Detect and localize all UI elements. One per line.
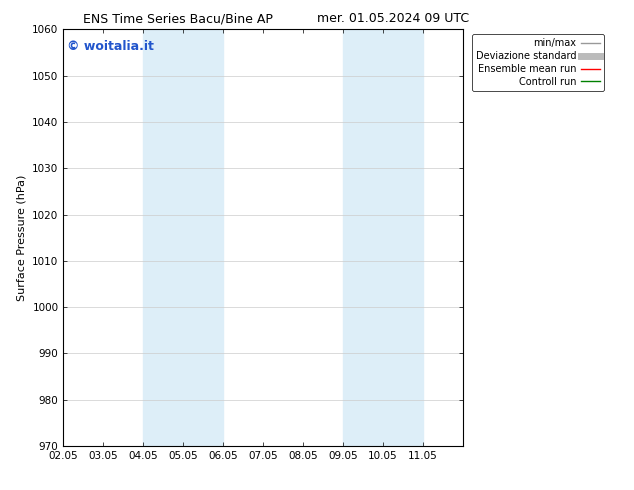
Text: mer. 01.05.2024 09 UTC: mer. 01.05.2024 09 UTC: [317, 12, 469, 25]
Bar: [383, 29, 423, 446]
Y-axis label: Surface Pressure (hPa): Surface Pressure (hPa): [16, 174, 27, 301]
Legend: min/max, Deviazione standard, Ensemble mean run, Controll run: min/max, Deviazione standard, Ensemble m…: [472, 34, 604, 91]
Bar: [143, 29, 183, 446]
Bar: [183, 29, 223, 446]
Text: © woitalia.it: © woitalia.it: [67, 40, 154, 53]
Text: ENS Time Series Bacu/Bine AP: ENS Time Series Bacu/Bine AP: [82, 12, 273, 25]
Bar: [343, 29, 383, 446]
